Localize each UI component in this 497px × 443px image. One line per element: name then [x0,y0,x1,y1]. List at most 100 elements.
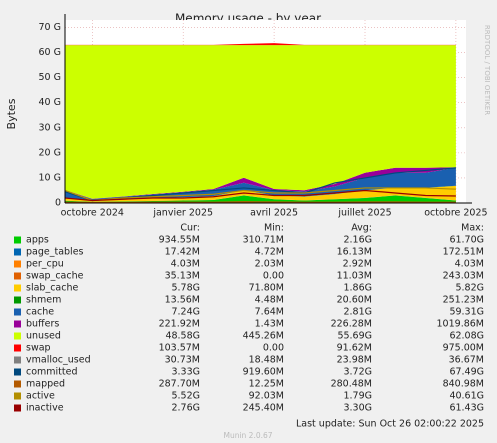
area [65,167,456,200]
legend-value: 61.70G [449,235,484,246]
legend-header: Avg: [351,223,372,234]
legend-swatch [14,272,21,280]
legend-label: slab_cache [26,283,78,294]
legend-value: 62.08G [449,331,484,342]
area [65,185,456,201]
legend-label: unused [26,331,61,342]
area [65,45,456,199]
legend-swatch [14,296,21,304]
legend-value: 35.13M [165,271,200,282]
legend-value: 13.56M [165,295,200,306]
legend-value: 92.03M [249,391,284,402]
legend-value: 226.28M [331,319,372,330]
y-tick-label: 20 G [39,147,61,158]
legend-label: inactive [26,403,64,414]
legend-swatch [14,260,21,268]
legend-value: 919.60M [243,367,284,378]
legend-value: 67.49G [449,367,484,378]
legend-value: 7.64M [255,307,284,318]
legend-value: 221.92M [159,319,200,330]
legend-value: 12.25M [249,379,284,390]
legend-value: 840.98M [443,379,484,390]
legend-value: 30.73M [165,355,200,366]
legend-value: 18.48M [249,355,284,366]
legend-label: per_cpu [26,259,64,270]
area [65,195,456,203]
area [65,43,456,46]
y-tick-label: 60 G [39,47,61,58]
line [64,189,456,202]
legend-label: page_tables [26,247,84,258]
legend-value: 5.78G [171,283,200,294]
legend-swatch [14,344,21,352]
y-tick-label: 40 G [39,97,61,108]
legend-value: 310.71M [243,235,284,246]
y-tick-label: 50 G [39,72,61,83]
legend-value: 23.98M [337,355,372,366]
legend-value: 0.00 [263,271,284,282]
area [65,167,456,201]
legend-label: buffers [26,319,59,330]
y-tick-label: 0 [55,198,61,209]
legend-value: 71.80M [249,283,284,294]
legend-value: 91.62M [337,343,372,354]
legend-label: swap_cache [26,271,84,282]
x-tick-label: juillet 2025 [337,208,391,219]
legend-value: 2.81G [343,307,372,318]
legend-value: 243.03M [443,271,484,282]
legend-value: 1.43M [255,319,284,330]
legend-value: 934.55M [159,235,200,246]
legend-header: Min: [264,223,284,234]
line [64,201,456,204]
y-tick-label: 30 G [39,122,61,133]
legend-swatch [14,248,21,256]
legend-value: 975.00M [443,343,484,354]
legend-value: 445.26M [243,331,284,342]
legend-value: 4.72M [255,247,284,258]
legend-label: shmem [26,295,61,306]
y-tick-label: 10 G [39,172,61,183]
x-tick-label: janvier 2025 [152,208,213,219]
legend-label: mapped [26,379,65,390]
legend-value: 103.57M [159,343,200,354]
legend-value: 20.60M [337,295,372,306]
legend-value: 172.51M [443,247,484,258]
legend-value: 55.69G [337,331,372,342]
legend-value: 4.03M [455,259,484,270]
legend-value: 61.43G [449,403,484,414]
legend-label: committed [26,367,78,378]
legend-value: 40.61G [449,391,484,402]
legend-value: 0.00 [263,343,284,354]
x-tick-label: octobre 2024 [61,208,124,219]
y-tick-label: 70 G [39,22,61,33]
line [64,187,456,202]
legend-value: 59.31G [449,307,484,318]
legend-value: 5.52G [171,391,200,402]
x-tick-label: avril 2025 [250,208,298,219]
legend-swatch [14,368,21,376]
legend-value: 280.48M [331,379,372,390]
legend-value: 3.33G [171,367,200,378]
legend-label: vmalloc_used [26,355,91,366]
legend-label: active [26,391,55,402]
legend-value: 1.86G [343,283,372,294]
legend-value: 251.23M [443,295,484,306]
legend-value: 287.70M [159,379,200,390]
legend-header: Cur: [180,223,200,234]
footer: Munin 2.0.67 [223,431,272,440]
x-tick-label: octobre 2025 [424,208,487,219]
legend-swatch [14,332,21,340]
legend-value: 245.40M [243,403,284,414]
legend-swatch [14,320,21,328]
legend-value: 48.58G [165,331,200,342]
legend-value: 7.24G [171,307,200,318]
legend-label: cache [26,307,54,318]
legend-swatch [14,284,21,292]
legend-value: 36.67M [449,355,484,366]
legend-swatch [14,380,21,388]
legend-value: 5.82G [455,283,484,294]
legend-swatch [14,404,21,412]
legend-header: Max: [461,223,484,234]
